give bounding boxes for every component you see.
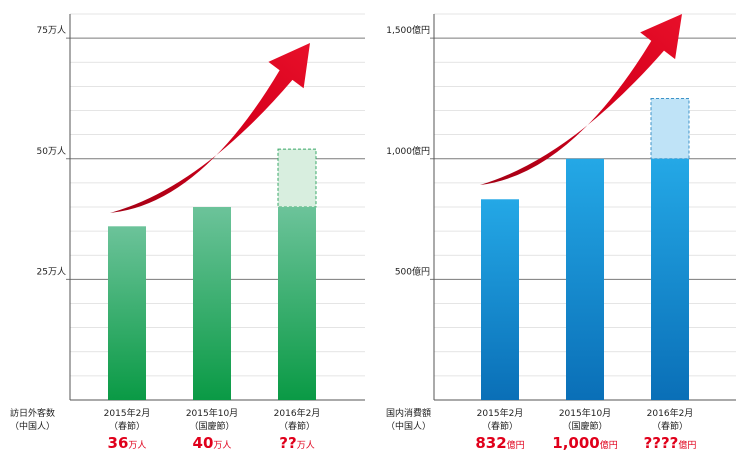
x-category-sublabel: （春節） [482, 420, 518, 432]
chart-panel-2: 500億円1,000億円1,500億円2015年2月（春節）2015年10月（国… [386, 13, 736, 452]
y-axis-title: 訪日外客数 [10, 407, 55, 419]
growth-arrow [480, 14, 682, 185]
y-tick-label: 1,000億円 [386, 145, 430, 157]
bar [566, 158, 604, 400]
y-axis-subtitle: （中国人） [10, 420, 55, 432]
value-label: 1,000億円 [552, 434, 617, 452]
x-category-sublabel: （国慶節） [189, 420, 234, 432]
y-tick-label: 25万人 [37, 266, 66, 277]
bar [108, 226, 146, 400]
projected-bar [277, 148, 317, 208]
value-number: 1,000 [552, 434, 599, 452]
x-category-sublabel: （春節） [652, 420, 688, 432]
projected-bar [650, 97, 690, 160]
x-category-label: 2016年2月 [274, 407, 321, 419]
value-unit: 億円 [600, 439, 618, 451]
x-category-sublabel: （春節） [109, 420, 145, 432]
value-label: 40万人 [193, 434, 232, 452]
value-unit: 万人 [128, 440, 146, 451]
bar [193, 207, 231, 400]
value-label: 832億円 [475, 434, 524, 452]
y-tick-label: 75万人 [37, 25, 66, 36]
x-category-sublabel: （春節） [279, 420, 315, 432]
value-label: ????億円 [644, 434, 697, 452]
x-category-label: 2015年10月 [186, 407, 238, 419]
x-category-label: 2015年2月 [477, 407, 524, 419]
value-number: 40 [193, 434, 214, 452]
value-number: ?? [279, 434, 296, 452]
x-category-label: 2015年2月 [104, 407, 151, 419]
value-label: ??万人 [279, 434, 314, 452]
y-axis-title: 国内消費額 [386, 407, 431, 419]
bar [651, 158, 689, 400]
chart-panel-1: 25万人50万人75万人2015年2月（春節）2015年10月（国慶節）2016… [10, 13, 365, 452]
value-number: 36 [108, 434, 129, 452]
bar [278, 207, 316, 400]
x-category-label: 2016年2月 [647, 407, 694, 419]
value-label: 36万人 [108, 434, 147, 452]
value-unit: 万人 [213, 440, 231, 451]
y-axis-subtitle: （中国人） [386, 420, 431, 432]
growth-arrow [110, 43, 310, 213]
value-unit: 万人 [297, 440, 315, 451]
value-number: 832 [475, 434, 506, 452]
value-unit: 億円 [507, 439, 525, 451]
bar [481, 199, 519, 400]
y-tick-label: 500億円 [395, 265, 430, 277]
value-unit: 億円 [678, 439, 696, 451]
y-tick-label: 50万人 [37, 146, 66, 157]
x-category-sublabel: （国慶節） [562, 420, 607, 432]
value-number: ???? [644, 434, 679, 452]
y-tick-label: 1,500億円 [386, 24, 430, 36]
x-category-label: 2015年10月 [559, 407, 611, 419]
